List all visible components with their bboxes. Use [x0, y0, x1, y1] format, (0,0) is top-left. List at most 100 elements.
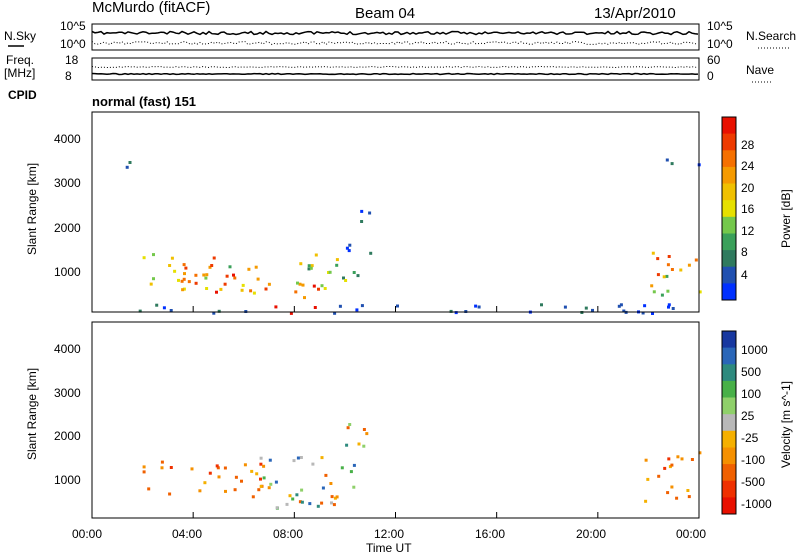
velocity-cbar-tick-25: 25	[741, 409, 755, 423]
data-cell	[182, 277, 186, 281]
data-cell	[352, 485, 356, 489]
data-cell	[225, 274, 229, 278]
data-cell	[217, 475, 221, 479]
data-cell	[622, 309, 626, 313]
xtick-0400: 04:00	[172, 527, 202, 541]
data-cell	[142, 256, 146, 260]
data-cell	[128, 161, 132, 164]
colorbar-swatch	[722, 117, 736, 135]
colorbar-swatch	[722, 266, 736, 284]
freq-label: Freq.	[6, 53, 34, 67]
data-cell	[346, 426, 350, 430]
data-cell	[259, 462, 263, 466]
velocity-panel-frame	[91, 321, 700, 519]
data-cell	[320, 284, 324, 288]
data-cell	[357, 442, 361, 446]
freq-tick-top: 18	[65, 53, 79, 67]
data-cell	[309, 266, 313, 270]
xaxis-label: Time UT	[366, 541, 412, 554]
data-cell	[300, 488, 304, 492]
data-cell	[262, 476, 266, 480]
data-cell	[212, 256, 216, 260]
data-cell	[687, 495, 691, 499]
data-cell	[241, 283, 245, 287]
power-cbar-tick-20: 20	[741, 181, 755, 195]
cpid-label: CPID	[8, 88, 37, 102]
noise-panel-frame	[91, 23, 700, 51]
xtick-0800: 08:00	[273, 527, 303, 541]
data-cell	[298, 500, 302, 504]
velocity-ytick-1000: 1000	[54, 473, 81, 487]
data-cell	[676, 455, 680, 459]
data-cell	[328, 270, 332, 274]
data-cell	[449, 309, 453, 313]
data-cell	[240, 288, 244, 292]
data-cell	[216, 466, 220, 470]
data-cell	[362, 444, 366, 448]
data-cell	[687, 263, 691, 267]
data-cell	[340, 466, 344, 470]
data-cell	[680, 457, 684, 461]
xtick-0000: 00:00	[72, 527, 102, 541]
data-cell	[232, 273, 235, 277]
freq-trace	[91, 72, 699, 76]
nave-label: Nave	[746, 63, 774, 77]
data-cell	[296, 281, 299, 285]
beam-title: Beam 04	[355, 5, 415, 22]
data-cell	[296, 456, 300, 460]
data-cell	[690, 458, 694, 461]
noise-tick-left-top: 10^5	[60, 19, 86, 33]
data-cell	[670, 463, 674, 467]
data-cell	[644, 458, 648, 462]
power-cbar-tick-4: 4	[741, 268, 748, 282]
power-ytick-1000: 1000	[54, 265, 81, 279]
data-cell	[170, 256, 174, 260]
data-cell	[259, 484, 263, 488]
data-cell	[295, 493, 299, 497]
data-cell	[474, 304, 478, 308]
data-cell	[203, 481, 207, 485]
data-cell	[147, 487, 151, 491]
nsearch-label: N.Search	[746, 29, 796, 43]
power-ytick-4000: 4000	[54, 132, 81, 146]
data-cell	[180, 279, 184, 283]
data-cell	[198, 489, 202, 493]
data-cell	[254, 265, 258, 269]
data-cell	[234, 475, 238, 479]
freq-tick-bottom: 8	[65, 69, 72, 83]
data-cell	[190, 467, 194, 471]
data-cell	[666, 289, 670, 293]
data-cell	[268, 458, 272, 462]
noise-tick-right-bottom: 10^0	[707, 37, 733, 51]
data-cell	[662, 275, 666, 279]
data-cell	[301, 283, 305, 287]
data-cell	[205, 287, 209, 290]
data-cell	[275, 506, 279, 510]
colorbar-swatch	[722, 331, 736, 349]
data-cell	[360, 209, 364, 213]
nave-tick-bottom: 0	[707, 69, 714, 83]
data-cell	[675, 496, 679, 500]
data-cell	[360, 220, 364, 223]
colorbar-swatch	[722, 364, 736, 382]
colorbar-swatch	[722, 233, 736, 251]
data-cell	[194, 273, 198, 277]
data-cell	[360, 304, 364, 308]
noise-tick-right-top: 10^5	[707, 19, 733, 33]
data-cell	[666, 263, 670, 267]
velocity-cbar-label: Velocity [m s^-1]	[779, 381, 793, 468]
data-cell	[269, 482, 273, 486]
data-cell	[643, 304, 647, 308]
data-cell	[333, 311, 337, 315]
data-cell	[317, 287, 320, 291]
xtick-1600: 16:00	[475, 527, 505, 541]
data-cell	[303, 296, 306, 300]
data-cell	[249, 289, 253, 293]
data-cell	[142, 465, 146, 469]
data-cell	[307, 264, 311, 268]
data-cell	[352, 271, 356, 274]
data-cell	[348, 423, 352, 426]
data-cell	[656, 257, 660, 261]
power-cbar-tick-24: 24	[741, 159, 755, 173]
